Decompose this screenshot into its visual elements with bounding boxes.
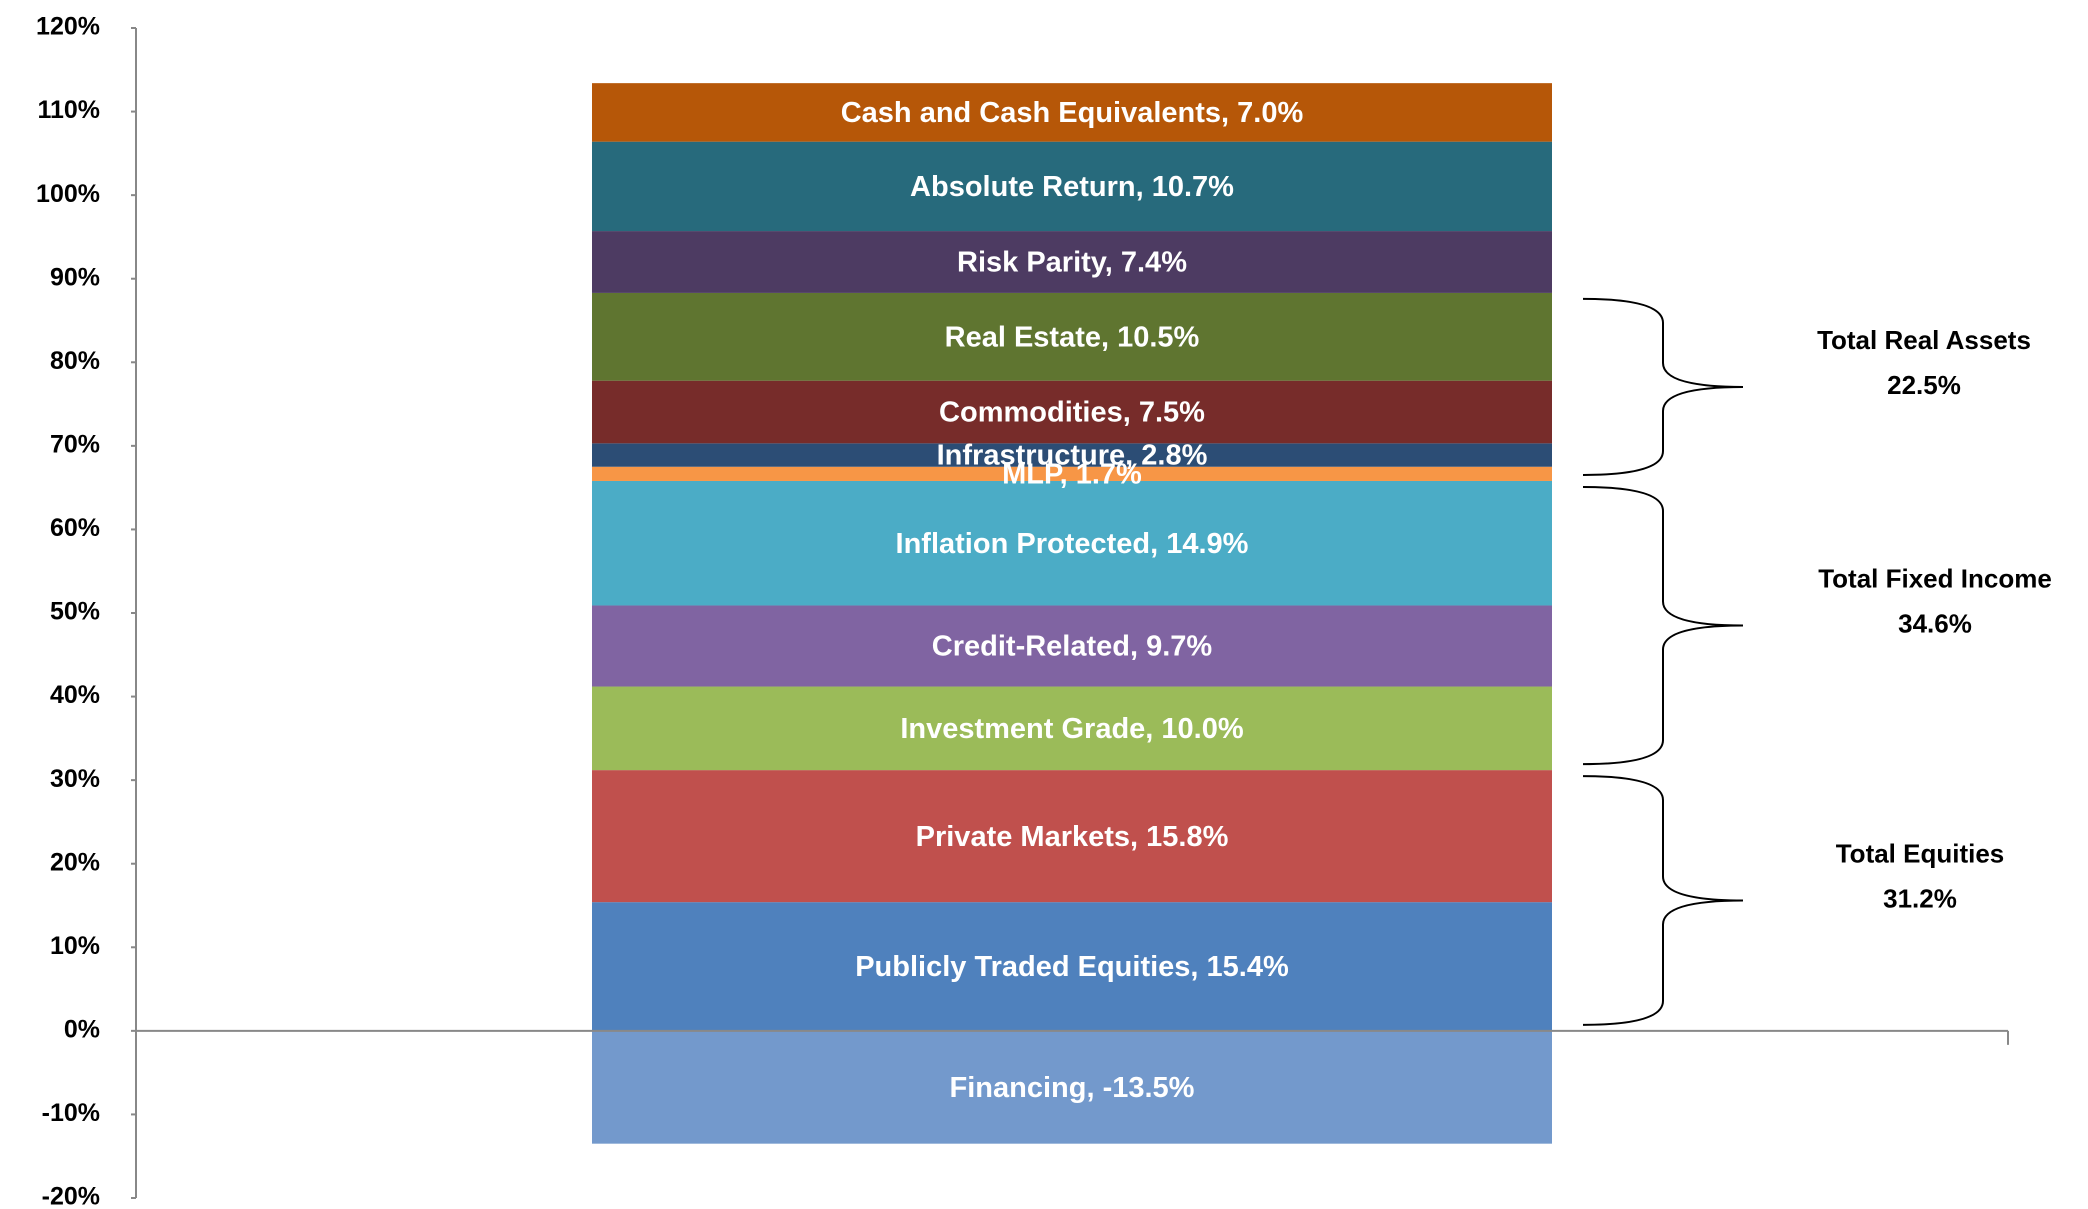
segment-label: Credit-Related, 9.7% <box>932 631 1213 663</box>
bar-segment <box>592 231 1552 293</box>
bar-segment <box>592 770 1552 903</box>
bar-segment <box>592 1030 1552 1144</box>
bar-segment <box>592 380 1552 444</box>
segment-label: Cash and Cash Equivalents, 7.0% <box>841 97 1304 129</box>
y-tick-label: -10% <box>42 1099 100 1127</box>
bar-segment <box>592 902 1552 1031</box>
segment-label: Private Markets, 15.8% <box>916 821 1229 853</box>
annotation-text: Total Fixed Income <box>1818 563 2052 593</box>
y-tick-label: 70% <box>50 430 100 458</box>
bar-segment <box>592 480 1552 606</box>
segment-label: Investment Grade, 10.0% <box>900 713 1244 745</box>
segment-label: Publicly Traded Equities, 15.4% <box>855 951 1289 983</box>
annotation-value: 22.5% <box>1887 370 1961 400</box>
y-tick-label: 20% <box>50 848 100 876</box>
bar-segment <box>592 686 1552 771</box>
segment-label: Absolute Return, 10.7% <box>910 171 1234 203</box>
bracket <box>1582 485 1744 766</box>
y-tick-label: 60% <box>50 514 100 542</box>
annotation-text: Total Equities <box>1836 838 2005 868</box>
y-tick-label: 40% <box>50 681 100 709</box>
segment-label: Commodities, 7.5% <box>939 397 1205 429</box>
y-tick-label: 50% <box>50 598 100 626</box>
segment-label: Real Estate, 10.5% <box>945 321 1200 353</box>
segment-label: Inflation Protected, 14.9% <box>896 528 1249 560</box>
y-tick-label: 100% <box>36 180 100 208</box>
y-tick-label: 110% <box>37 96 100 124</box>
annotation-value: 34.6% <box>1898 608 1972 638</box>
y-tick-label: 30% <box>50 765 100 793</box>
bar-segment <box>592 443 1552 467</box>
bar-segment <box>592 292 1552 381</box>
segment-label: Financing, -13.5% <box>950 1072 1195 1104</box>
bar-segment <box>592 141 1552 232</box>
segment-label: MLP, 1.7% <box>1002 459 1142 491</box>
segment-label: Risk Parity, 7.4% <box>957 247 1187 279</box>
annotation-value: 31.2% <box>1883 883 1957 913</box>
bar-segment <box>592 466 1552 481</box>
bracket <box>1582 297 1744 476</box>
annotation-text: Total Real Assets <box>1817 325 2031 355</box>
y-tick-label: -20% <box>42 1183 100 1209</box>
bar-segment <box>592 605 1552 687</box>
segment-label: Infrastructure, 2.8% <box>937 440 1208 472</box>
y-tick-label: 120% <box>36 13 100 41</box>
y-tick-label: 10% <box>50 932 100 960</box>
bar-segment <box>592 83 1552 142</box>
y-tick-label: 90% <box>50 263 100 291</box>
y-tick-label: 80% <box>50 347 100 375</box>
bracket <box>1582 775 1744 1026</box>
y-tick-label: 0% <box>64 1015 100 1043</box>
